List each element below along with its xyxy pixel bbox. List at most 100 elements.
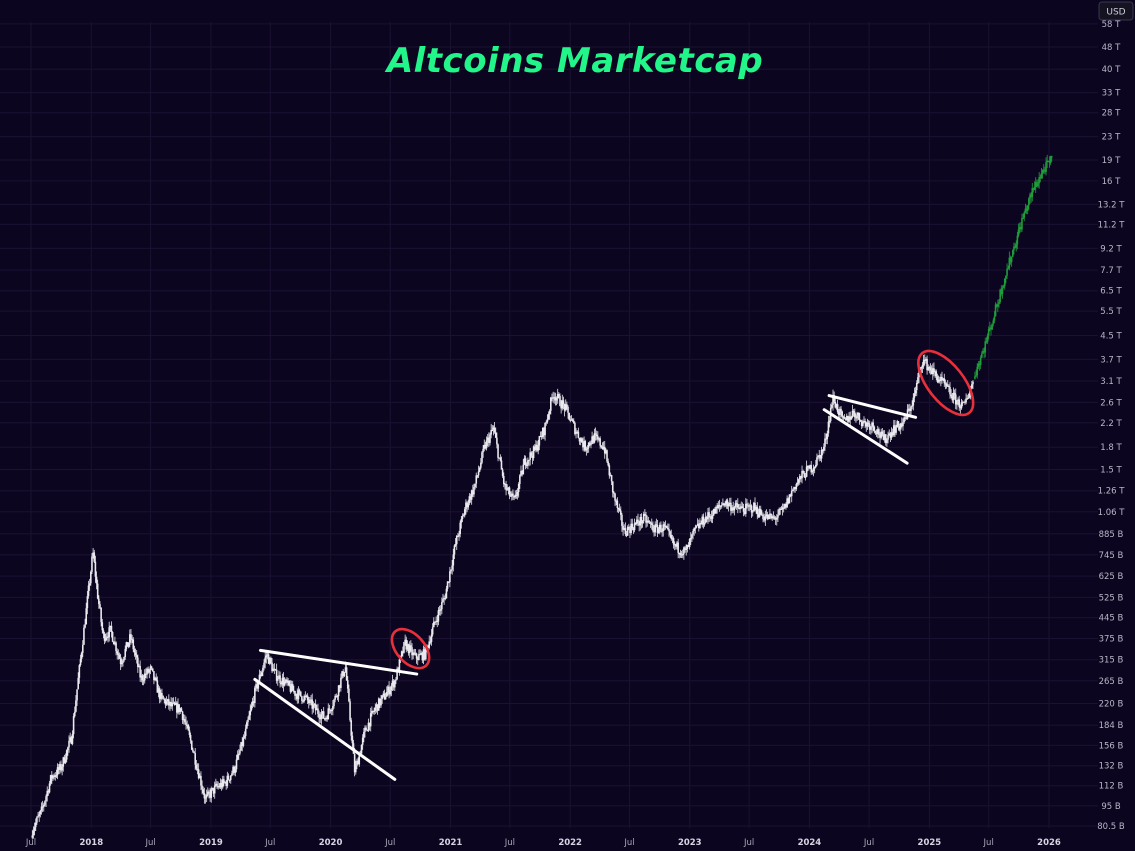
candle-body xyxy=(979,357,982,366)
candle-body xyxy=(172,702,175,704)
candle-body xyxy=(147,668,149,673)
candle-body xyxy=(428,641,431,648)
candle-body xyxy=(934,371,936,373)
candle-body xyxy=(562,400,565,405)
candle-body xyxy=(422,649,425,661)
candle-body xyxy=(216,783,218,787)
candle-body xyxy=(295,694,297,696)
candle-body xyxy=(122,660,124,663)
candle-body xyxy=(974,376,976,379)
candle-body xyxy=(803,472,806,478)
candle-body xyxy=(859,420,862,422)
candle-body xyxy=(817,455,819,458)
candle-body xyxy=(398,659,401,672)
candle-body xyxy=(618,508,621,511)
candle-body xyxy=(405,639,408,650)
candle-body xyxy=(314,704,317,711)
candle-body xyxy=(882,434,885,440)
candle-body xyxy=(630,523,632,533)
candle-body xyxy=(181,711,184,720)
candle-body xyxy=(309,699,311,704)
candle-body xyxy=(131,638,133,641)
candle-body xyxy=(176,702,178,713)
candle-body xyxy=(252,701,255,703)
candle-body xyxy=(579,438,582,442)
candle-body xyxy=(287,680,289,683)
candle-body xyxy=(488,437,490,443)
candle-body xyxy=(515,494,518,496)
candle-body xyxy=(44,801,46,805)
y-tick-label: 1.5 T xyxy=(1100,465,1122,475)
candle-body xyxy=(561,400,564,409)
candle-body xyxy=(496,437,498,445)
candle-body xyxy=(876,429,879,434)
candle-body xyxy=(945,383,948,387)
candle-body xyxy=(368,722,371,727)
candle-body xyxy=(119,658,122,665)
candle-body xyxy=(242,737,245,746)
candle-body xyxy=(184,719,186,723)
candle-body xyxy=(1044,169,1046,173)
candle-body xyxy=(154,677,156,681)
candle-body xyxy=(441,602,443,610)
currency-label[interactable]: USD xyxy=(1106,8,1125,18)
candle-body xyxy=(507,487,510,490)
candle-body xyxy=(265,655,268,658)
candle-body xyxy=(725,500,728,504)
candle-body xyxy=(779,508,782,510)
candle-body xyxy=(821,449,824,452)
currency-badge[interactable]: USD xyxy=(1098,1,1134,21)
candle-body xyxy=(410,645,412,648)
candle-body xyxy=(229,775,232,780)
historical-series xyxy=(31,354,974,840)
candle-body xyxy=(749,505,752,507)
candle-body xyxy=(857,412,860,416)
candle-body xyxy=(664,526,667,528)
candle-body xyxy=(163,698,166,701)
candle-body xyxy=(455,535,458,545)
candle-body xyxy=(784,503,786,508)
candle-body xyxy=(127,642,130,647)
candle-body xyxy=(863,421,865,423)
candle-body xyxy=(255,684,257,688)
candle-body xyxy=(424,646,427,660)
candle-body xyxy=(402,651,404,653)
candle-body xyxy=(489,434,491,443)
candle-body xyxy=(836,404,839,412)
candle-body xyxy=(757,514,760,517)
candle-body xyxy=(763,519,765,521)
candle-body xyxy=(790,490,793,497)
candle-body xyxy=(294,691,296,696)
candle-body xyxy=(498,457,500,459)
candle-body xyxy=(244,728,247,737)
candle-body xyxy=(312,704,315,709)
candle-body xyxy=(1045,162,1047,173)
candle-body xyxy=(971,384,973,389)
candle-body xyxy=(356,760,358,766)
y-tick-label: 4.5 T xyxy=(1100,332,1122,342)
candle-body xyxy=(192,749,194,752)
candle-body xyxy=(778,509,780,516)
candle-body xyxy=(394,680,396,688)
candle-body xyxy=(499,457,502,461)
candle-body xyxy=(646,520,648,523)
candle-body xyxy=(840,408,842,412)
x-tick-label: Jul xyxy=(384,838,395,848)
candle-body xyxy=(384,696,387,700)
candle-body xyxy=(650,523,653,525)
candle-body xyxy=(889,433,892,438)
candle-body xyxy=(831,404,833,408)
candle-body xyxy=(262,667,264,673)
candle-body xyxy=(671,538,674,540)
candle-body xyxy=(776,517,778,520)
candle-body xyxy=(548,410,551,414)
candle-body xyxy=(1016,235,1019,245)
candle-body xyxy=(1030,194,1032,198)
candle-body xyxy=(504,483,506,486)
candle-body xyxy=(712,509,715,516)
x-tick-label: 2025 xyxy=(918,838,942,848)
candle-body xyxy=(870,427,872,430)
candle-body xyxy=(173,702,176,705)
candle-body xyxy=(824,438,826,447)
candle-body xyxy=(1018,227,1021,230)
